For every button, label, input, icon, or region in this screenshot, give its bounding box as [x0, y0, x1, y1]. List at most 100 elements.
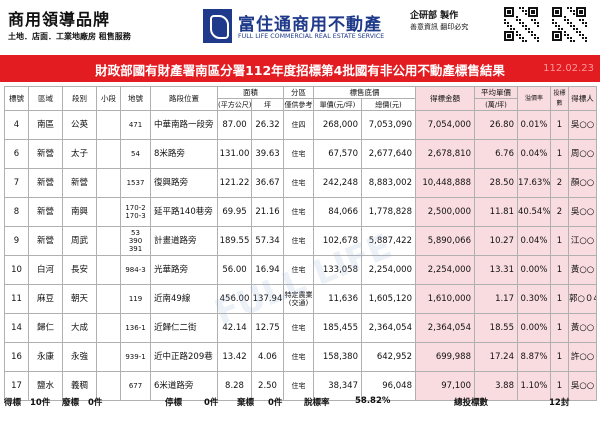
title-bar: 財政部國有財產署南區分署112年度招標第4批國有非公用不動產標售結果 112.0… [0, 55, 600, 82]
zoning-cell: 住宅 [283, 226, 314, 256]
header-bidders: 投標數 [550, 86, 569, 111]
winning-cell: 699,988 [415, 342, 475, 372]
company-logo-icon [203, 9, 232, 43]
section-cell: 大成 [62, 313, 97, 343]
header-zoning: 分區 [283, 86, 314, 99]
road-cell: 近中正路209巷 [150, 342, 218, 372]
bidders-cell: 2 [550, 197, 569, 227]
subsection-cell [96, 255, 121, 285]
summary-fail-value: 58.82% [355, 396, 391, 406]
bidders-cell: 1 [550, 371, 569, 401]
premium-cell: 8.87% [517, 342, 551, 372]
avg-unit-cell: 11.81 [474, 197, 518, 227]
header-winner: 得標人 [568, 86, 597, 111]
area-ping-cell: 39.63 [251, 139, 284, 169]
winner-cell: 許○○ [568, 342, 597, 372]
winning-cell: 97,100 [415, 371, 475, 401]
area-ping-cell: 2.50 [251, 371, 284, 401]
total-price-cell: 1,605,120 [361, 284, 416, 314]
winning-cell: 2,254,000 [415, 255, 475, 285]
summary-stopped-label: 停標 [165, 398, 183, 408]
premium-cell: 0.01% [517, 110, 551, 140]
avg-unit-cell: 1.17 [474, 284, 518, 314]
winner-cell: 郭○０4人 [568, 284, 597, 314]
bidders-cell: 1 [550, 110, 569, 140]
table-row: 7 新營 新營 1537 復興路旁 121.22 36.67 住宅 242,248 8,883,0… [4, 168, 597, 198]
unit-price-cell: 67,570 [313, 139, 362, 169]
premium-cell: 0.00% [517, 255, 551, 285]
area-sqm-cell: 69.95 [217, 197, 252, 227]
area-ping-cell: 26.32 [251, 110, 284, 140]
header-total-price: 總價(元) [361, 98, 416, 111]
winner-cell: 吳○○ [568, 197, 597, 227]
lot-number-cell: 170-2 170-3 [120, 197, 151, 227]
section-cell: 新營 [62, 168, 97, 198]
summary-won-label: 得標 [4, 398, 22, 408]
summary-abandoned-value: 0件 [268, 398, 283, 408]
district-cell: 新營 [28, 226, 63, 256]
header-district: 區域 [28, 86, 63, 111]
district-cell: 白河 [28, 255, 63, 285]
area-ping-cell: 36.67 [251, 168, 284, 198]
area-ping-cell: 57.34 [251, 226, 284, 256]
avg-unit-cell: 28.50 [474, 168, 518, 198]
subsection-cell [96, 226, 121, 256]
lot-cell: 4 [4, 110, 29, 140]
section-cell: 朝天 [62, 284, 97, 314]
winning-cell: 5,890,066 [415, 226, 475, 256]
avg-unit-cell: 10.27 [474, 226, 518, 256]
area-ping-cell: 137.94 [251, 284, 284, 314]
title-date: 112.02.23 [543, 63, 594, 74]
lot-cell: 14 [4, 313, 29, 343]
table-row: 16 永康 永強 939-1 近中正路209巷 13.42 4.06 住宅 158,380 642… [4, 342, 597, 372]
lot-cell: 17 [4, 371, 29, 401]
bidders-cell: 1 [550, 139, 569, 169]
section-cell: 公英 [62, 110, 97, 140]
lot-cell: 8 [4, 197, 29, 227]
subsection-cell [96, 313, 121, 343]
header-area-ping: 坪 [251, 98, 284, 111]
zoning-cell: 住宅 [283, 168, 314, 198]
lot-number-cell: 119 [120, 284, 151, 314]
table-row: 17 鹽水 義稠 677 6米道路旁 8.28 2.50 住宅 38,347 96,048 97,1… [4, 371, 597, 401]
winner-cell: 周○○ [568, 139, 597, 169]
total-price-cell: 2,677,640 [361, 139, 416, 169]
subsection-cell [96, 197, 121, 227]
lot-cell: 16 [4, 342, 29, 372]
header-winning: 得標金額 [415, 86, 475, 111]
total-price-cell: 5,887,422 [361, 226, 416, 256]
producer-note: 善意資訊 翻印必究 [410, 23, 469, 31]
header-lot: 標號 [4, 86, 29, 111]
section-cell: 南興 [62, 197, 97, 227]
unit-price-cell: 158,380 [313, 342, 362, 372]
unit-price-cell: 185,455 [313, 313, 362, 343]
area-ping-cell: 4.06 [251, 342, 284, 372]
lot-number-cell: 471 [120, 110, 151, 140]
brand-title: 商用領導品牌 [8, 10, 111, 29]
premium-cell: 0.30% [517, 284, 551, 314]
lot-number-cell: 54 [120, 139, 151, 169]
zoning-cell: 住宅 [283, 371, 314, 401]
area-ping-cell: 12.75 [251, 313, 284, 343]
subsection-cell [96, 139, 121, 169]
premium-cell: 0.04% [517, 139, 551, 169]
summary-fail-label: 脫標率 [304, 398, 330, 408]
summary-bids-value: 12封 [549, 398, 570, 408]
lot-cell: 6 [4, 139, 29, 169]
winner-cell: 吳○○ [568, 371, 597, 401]
subsection-cell [96, 168, 121, 198]
section-cell: 周武 [62, 226, 97, 256]
road-cell: 中華南路一段旁 [150, 110, 218, 140]
road-cell: 近南49線 [150, 284, 218, 314]
subsection-cell [96, 371, 121, 401]
winning-cell: 7,054,000 [415, 110, 475, 140]
avg-unit-cell: 3.88 [474, 371, 518, 401]
table-row: 4 南區 公英 471 中華南路一段旁 87.00 26.32 住四 268,000 7,053,… [4, 110, 597, 140]
lot-number-cell: 1537 [120, 168, 151, 198]
road-cell: 復興路旁 [150, 168, 218, 198]
lot-cell: 11 [4, 284, 29, 314]
lot-cell: 9 [4, 226, 29, 256]
area-ping-cell: 16.94 [251, 255, 284, 285]
summary-abandoned-label: 棄標 [237, 398, 255, 408]
bidders-cell: 2 [550, 168, 569, 198]
